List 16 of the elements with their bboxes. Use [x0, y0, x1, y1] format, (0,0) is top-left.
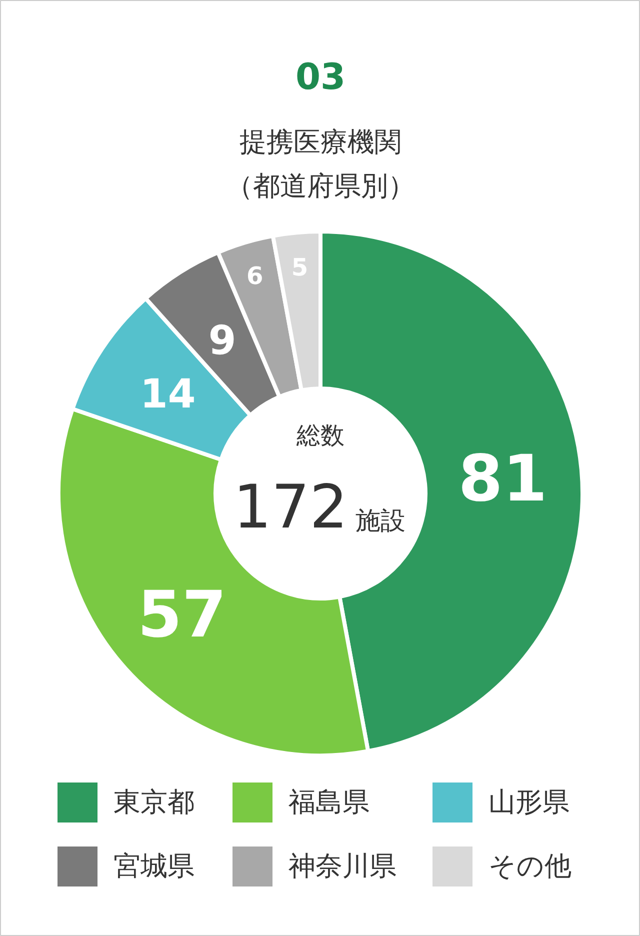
legend-label: 福島県 [288, 787, 370, 818]
legend-label: 神奈川県 [288, 851, 396, 882]
chart-subtitle: 提携医療機関（都道府県別） [226, 127, 415, 202]
legend-label: 宮城県 [114, 851, 194, 882]
data-label: 14 [140, 372, 196, 418]
data-label: 81 [458, 442, 548, 516]
data-label: 6 [246, 262, 264, 290]
text: 総数 [296, 422, 344, 450]
text: 172 [233, 472, 348, 542]
chart-title: 03 [295, 57, 346, 98]
data-label: 9 [208, 318, 236, 364]
text: 施設 [356, 506, 406, 535]
legend-label: その他 [488, 851, 572, 882]
legend-label: 山形県 [488, 787, 570, 818]
data-label: 57 [137, 578, 227, 653]
legend-label: 東京都 [114, 787, 194, 818]
